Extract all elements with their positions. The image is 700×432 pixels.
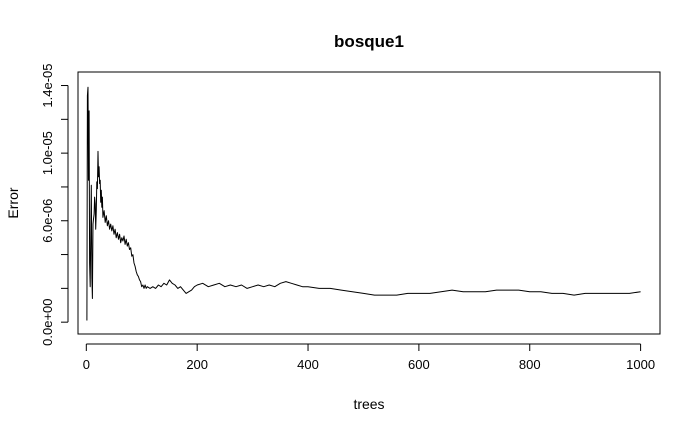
chart-title: bosque1 [334, 32, 404, 51]
y-tick-label: 0.0e+00 [40, 298, 55, 345]
x-tick-label: 400 [297, 357, 319, 372]
x-axis-label: trees [353, 396, 384, 412]
x-tick-label: 1000 [626, 357, 655, 372]
y-axis-label: Error [5, 187, 21, 218]
error-series-line [86, 86, 641, 321]
y-tick-label: 1.0e-05 [40, 131, 55, 175]
x-axis: 0 200 400 600 800 1000 [83, 343, 655, 372]
y-axis: 0.0e+00 6.0e-06 1.0e-05 1.4e-05 [40, 63, 69, 346]
y-tick-label: 1.4e-05 [40, 63, 55, 107]
plot-frame [77, 71, 661, 335]
y-tick-label: 6.0e-06 [40, 199, 55, 243]
series-group [86, 86, 641, 321]
x-tick-label: 0 [83, 357, 90, 372]
x-tick-label: 800 [519, 357, 541, 372]
x-tick-label: 200 [186, 357, 208, 372]
x-tick-label: 600 [408, 357, 430, 372]
